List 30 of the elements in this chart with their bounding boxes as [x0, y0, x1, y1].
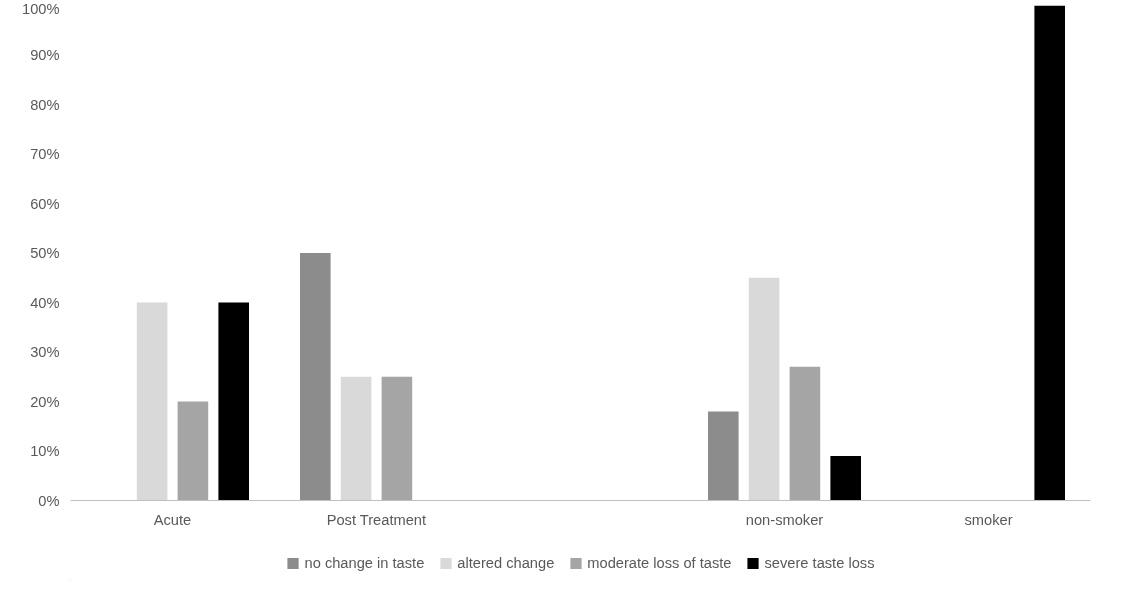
bar [830, 455, 861, 501]
x-tick-label: Acute [153, 511, 192, 528]
x-tick-label: Post Treatment [326, 511, 427, 528]
y-tick-label: 30% [30, 344, 60, 360]
y-tick-label: 100% [22, 0, 60, 17]
bar [1034, 5, 1065, 501]
y-tick-label: 70% [30, 146, 60, 162]
legend-label: moderate loss of taste [587, 554, 732, 571]
x-tick-label: smoker [964, 511, 1013, 528]
y-tick-label: 60% [30, 195, 60, 212]
legend-label: no change in taste [304, 554, 425, 571]
y-tick-label: 40% [30, 294, 60, 311]
bar [136, 302, 168, 501]
legend-label: altered change [457, 554, 555, 571]
bar [177, 401, 209, 501]
bar [300, 253, 331, 501]
x-tick-label: non-smoker [745, 511, 824, 528]
bar [218, 302, 249, 501]
y-tick-label: 90% [30, 47, 60, 63]
y-tick-label: 20% [30, 393, 60, 410]
y-tick-label: 80% [30, 96, 60, 113]
bar [748, 277, 780, 501]
bar [340, 376, 372, 501]
bar [381, 376, 413, 501]
y-tick-label: 50% [30, 245, 60, 261]
y-tick-label: 10% [30, 443, 60, 459]
bar [789, 366, 821, 501]
legend-label: severe taste loss [764, 554, 875, 571]
y-tick-label: 0% [38, 492, 60, 509]
bar [708, 411, 739, 501]
